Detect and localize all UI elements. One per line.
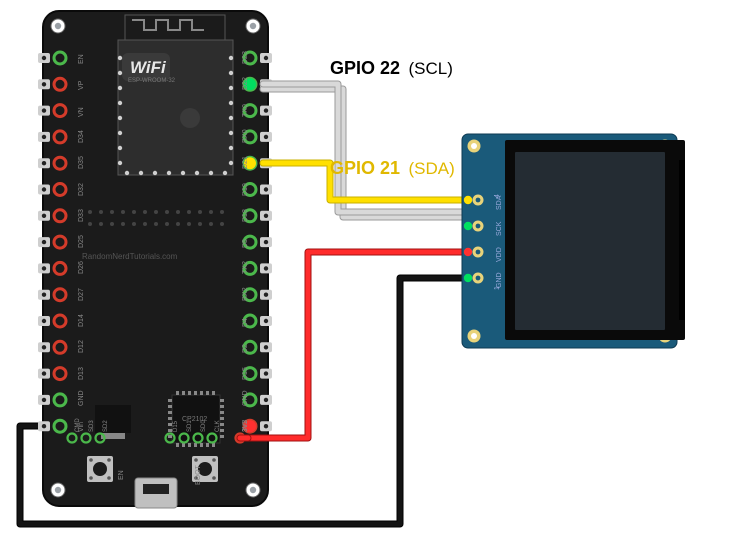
pin-bottom-8: SD1 [187,420,193,432]
pin-right-RX2: RX2 [242,287,249,301]
oled-num-bot: 1 [494,286,501,290]
pin-right-D2: D2 [242,344,249,353]
pin-right-D23: D23 [242,51,249,64]
watermark-text: RandomNerdTutorials.com [82,252,177,261]
oled-num-top: 4 [494,194,501,198]
pin-right-RX0: RX0 [242,129,249,143]
pin-left-D26: D26 [78,262,85,275]
pin-left-D27: D27 [78,288,85,301]
pin-right-D18: D18 [242,209,249,222]
pin-right-D15: D15 [242,367,249,380]
pin-right-D21: D21 [242,156,249,169]
wiring-svg [0,0,729,534]
pin-left-VP: VP [78,81,85,90]
pin-left-D25: D25 [78,235,85,248]
pin-right-D4: D4 [242,318,249,327]
pin-right-TX2: TX2 [242,262,249,275]
pin-right-TX0: TX0 [242,104,249,117]
pin-left-D12: D12 [78,340,85,353]
wiring-diagram: { "type": "wiring-diagram", "canvas": { … [0,0,729,534]
pin-left-D14: D14 [78,314,85,327]
pin-left-D32: D32 [78,183,85,196]
pin-bottom-10: CLK [215,420,221,432]
pin-bottom-0: CMD [75,418,81,432]
pin-right-D19: D19 [242,183,249,196]
pin-left-EN: EN [78,54,85,64]
wroom-text: ESP-WROOM-32 [128,78,175,84]
pin-left-D13: D13 [78,367,85,380]
btn-en-label: EN [118,470,125,480]
pin-bottom-12: 3V3 [243,421,249,432]
pin-left-D34: D34 [78,130,85,143]
pin-left-VN: VN [78,107,85,117]
pin-right-D22: D22 [242,77,249,90]
pin-right-D5: D5 [242,239,249,248]
oled-pin-SCK: SCK [496,222,503,236]
pin-left-D35: D35 [78,156,85,169]
pin-bottom-1: SD3 [89,420,95,432]
pin-right-GND: GND [242,390,249,406]
pin-bottom-7: D15 [173,421,179,432]
pin-left-D33: D33 [78,209,85,222]
pin-bottom-9: SD0 [201,420,207,432]
oled-pin-VDD: VDD [496,247,503,262]
pin-left-GND: GND [78,390,85,406]
btn-boot-label: BOOT [195,465,202,485]
pin-bottom-2: SD2 [103,420,109,432]
